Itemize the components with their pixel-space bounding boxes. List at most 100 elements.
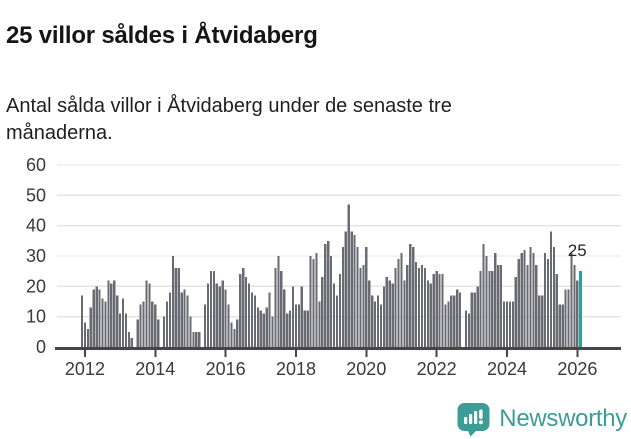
bar <box>573 265 576 348</box>
bar <box>245 277 248 348</box>
highlight-bar <box>579 271 583 348</box>
bar <box>476 286 479 348</box>
bar <box>224 289 227 348</box>
x-axis-label: 2022 <box>417 359 457 379</box>
bar <box>136 319 139 348</box>
bar <box>526 265 529 348</box>
bar <box>250 292 254 348</box>
bar <box>312 259 315 348</box>
bar <box>359 268 362 348</box>
bar <box>365 246 368 348</box>
bar <box>409 243 412 348</box>
highlight-value-label: 25 <box>568 241 587 260</box>
bar <box>335 295 339 348</box>
y-axis-label: 40 <box>26 216 46 236</box>
bar <box>497 265 500 348</box>
bar <box>227 304 230 348</box>
bar <box>576 280 579 348</box>
bar <box>394 268 397 348</box>
bar <box>289 310 292 348</box>
bar <box>107 280 110 348</box>
bar <box>464 310 468 348</box>
bar <box>376 295 380 348</box>
bar <box>198 331 201 348</box>
bar <box>157 319 160 348</box>
bar <box>453 295 456 348</box>
bar <box>467 313 470 348</box>
bar <box>89 307 92 348</box>
bar <box>423 268 427 348</box>
bar <box>151 301 154 348</box>
bar <box>549 231 553 348</box>
x-axis-label: 2012 <box>65 359 105 379</box>
bar <box>391 283 394 348</box>
bar <box>500 265 503 348</box>
x-axis-label: 2020 <box>346 359 386 379</box>
bar <box>80 295 84 348</box>
bar <box>256 307 259 348</box>
bar <box>177 268 180 348</box>
bar <box>514 277 517 348</box>
page-title: 25 villor såldes i Åtvidaberg <box>6 22 318 50</box>
bar <box>242 268 245 348</box>
bar <box>124 313 128 348</box>
bar <box>438 274 441 348</box>
bar <box>218 286 221 348</box>
bar <box>332 283 336 348</box>
bar <box>101 298 104 348</box>
bar <box>406 265 409 348</box>
bar <box>412 246 415 348</box>
x-axis-label: 2018 <box>276 359 316 379</box>
bar <box>488 271 491 348</box>
bar <box>420 265 424 348</box>
bar <box>209 271 213 348</box>
bar <box>192 331 195 348</box>
bar <box>206 283 210 348</box>
bar <box>517 259 520 348</box>
bar <box>558 304 561 348</box>
bar <box>321 277 324 348</box>
bar <box>283 289 286 348</box>
bar <box>104 301 107 348</box>
newsworthy-chart-bubble-icon <box>456 401 491 437</box>
bar <box>212 271 215 348</box>
y-axis-label: 10 <box>26 307 46 327</box>
bar <box>344 231 347 348</box>
bar <box>541 295 544 348</box>
bar <box>116 295 119 348</box>
bar <box>441 274 444 348</box>
bar <box>432 274 435 348</box>
bar <box>186 295 189 348</box>
bar <box>171 256 174 348</box>
bar <box>356 246 359 348</box>
bar <box>508 301 512 348</box>
bar <box>341 246 344 348</box>
bar <box>113 280 116 348</box>
x-axis-label: 2026 <box>557 359 597 379</box>
bar <box>268 292 271 348</box>
bar <box>505 301 509 348</box>
bar <box>92 289 95 348</box>
bar <box>327 240 330 348</box>
bar <box>142 301 145 348</box>
x-axis-label: 2024 <box>487 359 527 379</box>
bar <box>482 243 485 348</box>
bar <box>324 243 327 348</box>
bar <box>368 280 371 348</box>
y-axis-label: 60 <box>26 155 46 175</box>
bar <box>400 252 403 348</box>
bar <box>470 292 473 348</box>
bar <box>388 280 391 348</box>
bar <box>362 265 365 348</box>
bar <box>535 265 538 348</box>
bar <box>435 271 438 348</box>
bar <box>259 310 262 348</box>
bar <box>555 274 558 348</box>
bar <box>271 316 274 348</box>
bar <box>546 259 550 348</box>
bar <box>564 289 567 348</box>
bar <box>286 313 289 348</box>
bar <box>459 292 462 348</box>
bar <box>491 271 494 348</box>
